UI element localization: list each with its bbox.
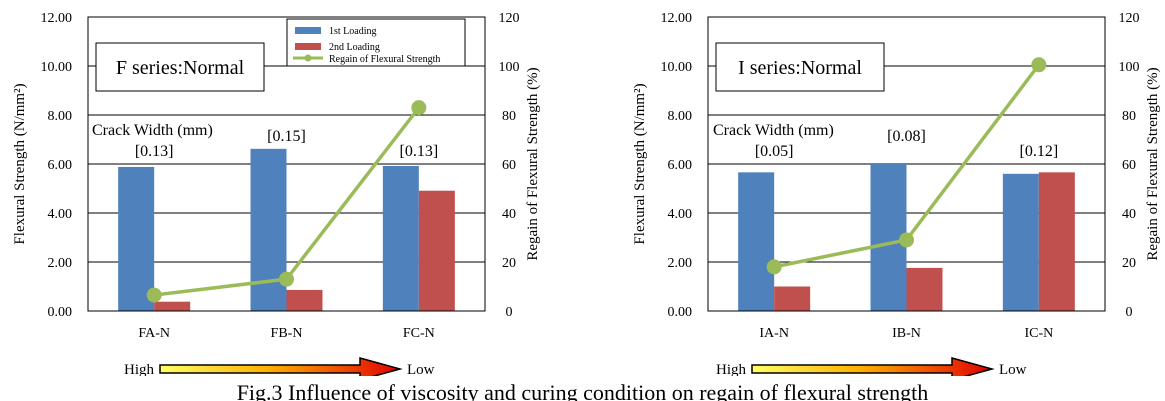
series-title: F series:Normal (116, 57, 245, 79)
plot-frame (707, 16, 1106, 312)
arrow-low-label: Low (407, 362, 435, 376)
regain-point (1031, 57, 1047, 73)
y-tick-label: 10.00 (661, 60, 693, 75)
legend-label: Regain of Flexural Strength (329, 54, 440, 65)
bar-2nd-loading (286, 289, 323, 311)
y-tick-label: 4.00 (668, 207, 693, 222)
bar-2nd-loading (906, 267, 943, 311)
bar-2nd-loading (774, 286, 811, 311)
y-axis-title: Flexural Strength (N/mm²) (632, 83, 648, 244)
y-tick-label: 4.00 (48, 207, 73, 222)
crack-width-value: [0.13] (400, 143, 439, 160)
x-tick-label: FB-N (271, 326, 303, 341)
y2-tick-label: 0 (506, 305, 513, 320)
crack-width-label: Crack Width (mm) (713, 122, 834, 139)
bar-1st-loading (382, 165, 419, 311)
x-tick-label: IB-N (892, 326, 921, 341)
y2-tick-label: 60 (502, 158, 516, 173)
regain-point (411, 100, 427, 116)
y-tick-label: 2.00 (48, 256, 73, 271)
crack-width-value: [0.05] (755, 143, 794, 160)
viscosity-arrow (751, 357, 995, 376)
y-tick-label: 8.00 (48, 109, 73, 124)
y-tick-label: 2.00 (668, 256, 693, 271)
regain-point (899, 232, 914, 248)
crack-width-value: [0.08] (887, 128, 926, 145)
arrow-high-label: High (716, 362, 747, 376)
y2-tick-label: 120 (499, 11, 520, 26)
x-tick-label: FA-N (138, 326, 170, 341)
legend-marker-regain (304, 54, 312, 62)
x-tick-label: IC-N (1024, 326, 1053, 341)
viscosity-arrow (159, 357, 403, 376)
crack-width-label: Crack Width (mm) (92, 122, 213, 139)
y2-tick-label: 40 (1122, 207, 1136, 222)
series-title: I series:Normal (738, 57, 862, 79)
bar-1st-loading (118, 166, 155, 311)
series-title-box (715, 42, 885, 92)
y2-tick-label: 40 (502, 207, 516, 222)
bar-1st-loading (1002, 173, 1039, 311)
arrow-low-label: Low (999, 362, 1027, 376)
y-tick-label: 6.00 (48, 158, 73, 173)
y2-tick-label: 0 (1126, 305, 1133, 320)
y-tick-label: 12.00 (41, 11, 73, 26)
y-tick-label: 0.00 (48, 305, 73, 320)
y2-tick-label: 100 (1119, 60, 1140, 75)
y-tick-label: 8.00 (668, 109, 693, 124)
arrow-high-label: High (124, 362, 155, 376)
y-tick-label: 12.00 (661, 11, 693, 26)
y2-tick-label: 20 (1122, 256, 1136, 271)
regain-point (766, 259, 782, 275)
y2-tick-label: 20 (502, 256, 516, 271)
bar-2nd-loading (418, 190, 455, 311)
bar-1st-loading (738, 172, 775, 311)
figure-caption: Fig.3 Influence of viscosity and curing … (236, 380, 929, 401)
y-tick-label: 6.00 (668, 158, 693, 173)
legend-label: 1st Loading (329, 26, 377, 37)
x-tick-label: FC-N (403, 326, 435, 341)
y-tick-label: 10.00 (41, 60, 73, 75)
bar-2nd-loading (154, 301, 191, 311)
crack-width-value: [0.15] (267, 128, 306, 145)
y2-tick-label: 80 (1122, 109, 1136, 124)
legend-swatch-2nd-loading (295, 43, 321, 50)
y2-tick-label: 100 (499, 60, 520, 75)
series-title-box (95, 42, 265, 92)
bar-2nd-loading (1038, 172, 1075, 311)
plot-frame (87, 16, 486, 312)
legend-swatch-1st-loading (295, 27, 321, 34)
y-tick-label: 0.00 (668, 305, 693, 320)
y2-tick-label: 60 (1122, 158, 1136, 173)
y2-axis-title: Regain of Flexural Strength (%) (1145, 67, 1161, 260)
x-tick-label: IA-N (759, 326, 789, 341)
y-axis-title: Flexural Strength (N/mm²) (12, 83, 28, 244)
crack-width-value: [0.12] (1020, 143, 1059, 160)
y2-axis-title: Regain of Flexural Strength (%) (525, 67, 541, 260)
regain-point (146, 287, 162, 303)
crack-width-value: [0.13] (135, 143, 174, 160)
regain-point (279, 271, 294, 287)
y2-tick-label: 80 (502, 109, 516, 124)
y2-tick-label: 120 (1119, 11, 1140, 26)
bar-1st-loading (250, 148, 287, 311)
legend-label: 2nd Loading (329, 42, 380, 53)
chart-figure: 0.00 2.00 4.00 6.00 8.00 10.00 12.00 0 20 40 60 80 1… (12, 11, 1161, 376)
